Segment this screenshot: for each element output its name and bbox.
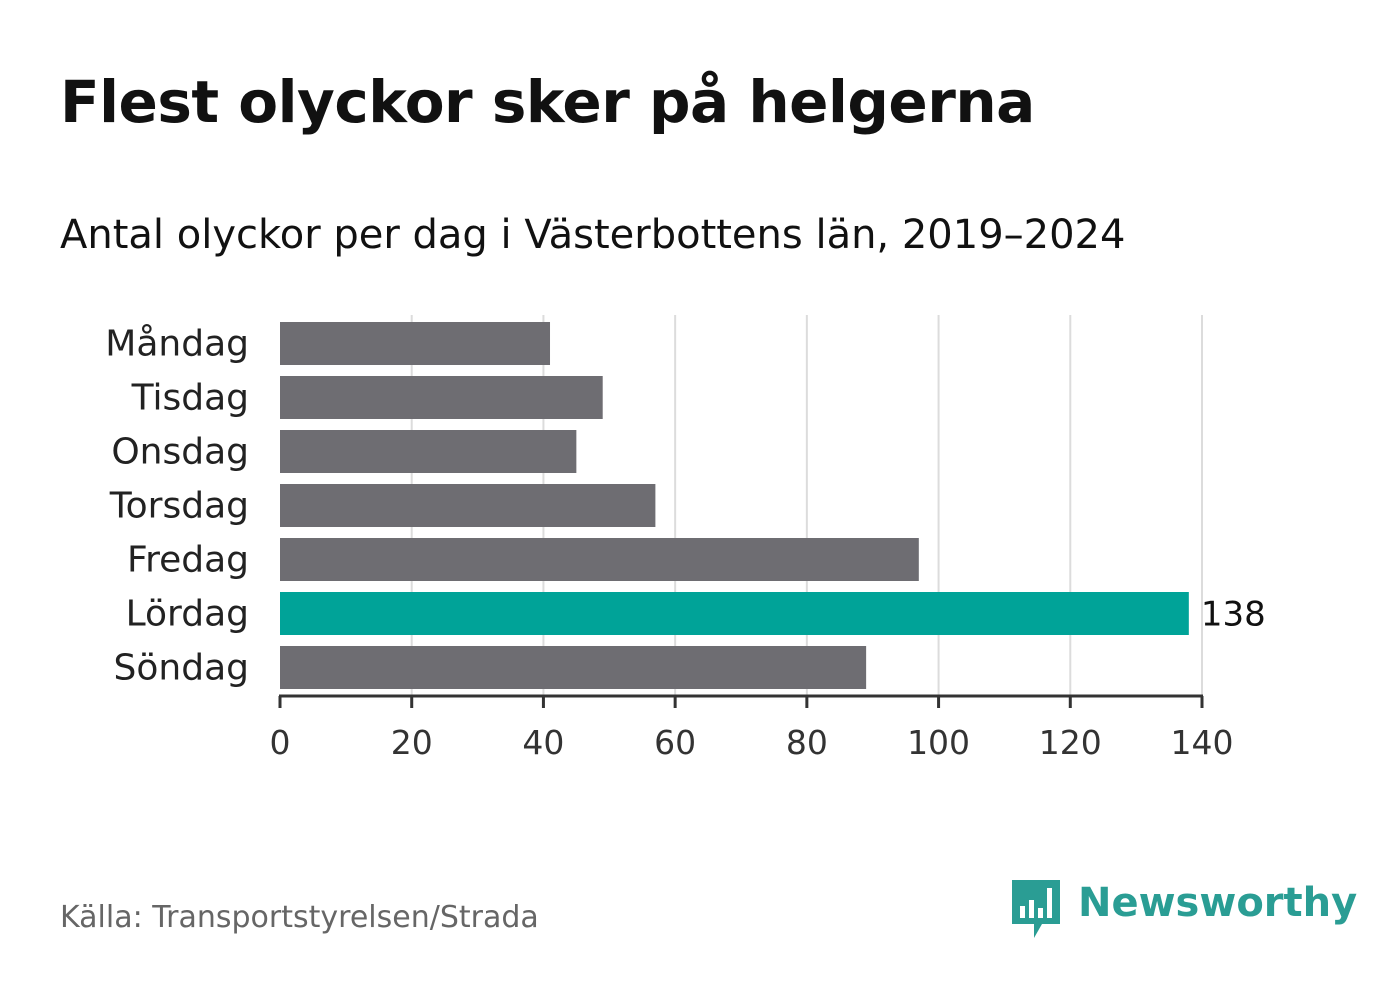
bar [280,646,867,689]
category-label: Torsdag [109,486,249,527]
category-label: Onsdag [111,432,249,473]
brand-name: Newsworthy [1078,880,1358,926]
x-tick-label: 20 [391,723,433,762]
x-tick-label: 100 [907,723,970,762]
bar [280,538,919,581]
data-label: 138 [1201,595,1266,635]
data-labels: 138 [1201,595,1266,635]
category-label: Fredag [127,540,249,581]
bar-chart: 0 20 40 60 80 100 120 140 Måndag Tisdag Onsdag Tor… [105,315,1266,762]
category-label: Söndag [114,648,249,689]
x-tick-label: 120 [1039,723,1102,762]
bar [280,430,577,473]
category-label: Lördag [126,594,249,635]
newsworthy-logo-icon [1012,880,1060,938]
brand-logo: Newsworthy [1010,878,1357,940]
chart-title: Flest olyckor sker på helgerna [60,68,1035,136]
x-tick-label: 80 [786,723,828,762]
bar [280,592,1189,635]
source-note: Källa: Transportstyrelsen/Strada [60,900,539,935]
chart-subtitle: Antal olyckor per dag i Västerbottens lä… [60,212,1126,258]
bars [280,322,1189,689]
x-tick-label: 60 [654,723,696,762]
x-axis: 0 20 40 60 80 100 120 140 [270,694,1234,762]
x-tick-label: 140 [1171,723,1234,762]
bar [280,484,656,527]
bar [280,376,603,419]
x-tick-label: 40 [522,723,564,762]
category-label: Tisdag [131,378,249,419]
x-tick-label: 0 [270,723,291,762]
category-labels: Måndag Tisdag Onsdag Torsdag Fredag Lördag Sön… [105,324,249,689]
bar [280,322,551,365]
category-label: Måndag [105,324,249,365]
